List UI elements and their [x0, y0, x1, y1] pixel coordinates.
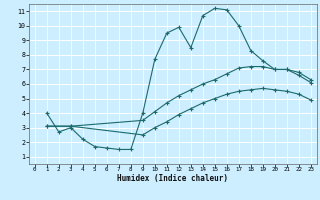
- X-axis label: Humidex (Indice chaleur): Humidex (Indice chaleur): [117, 174, 228, 183]
